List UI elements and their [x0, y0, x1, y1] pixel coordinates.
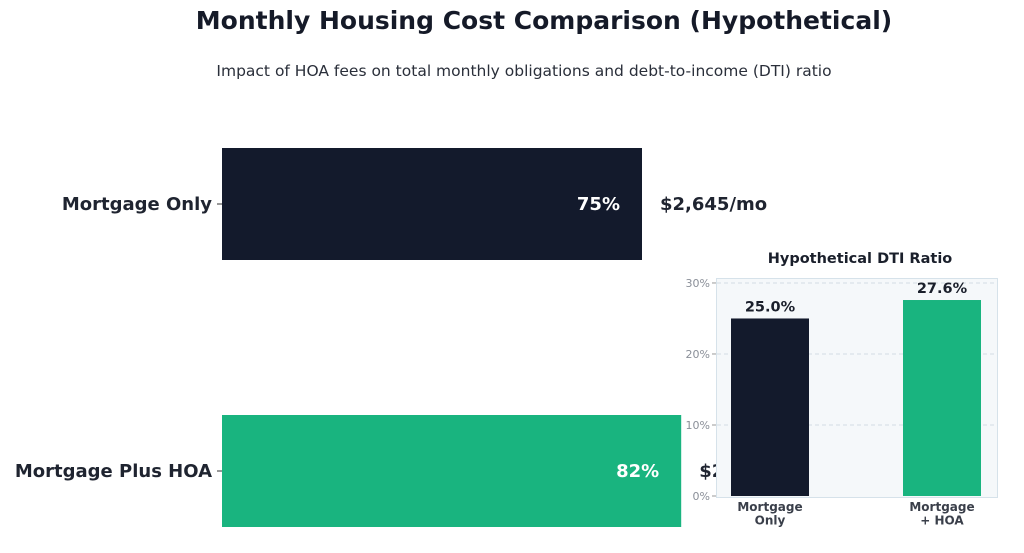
inset-bar-mortgage-only	[731, 318, 809, 496]
bar-mortgage-only	[222, 148, 642, 260]
bar-value-label-mortgage-only: 75%	[577, 194, 620, 215]
y-tick-label-mortgage-plus-hoa: Mortgage Plus HOA	[15, 461, 212, 482]
inset-y-tick-label-0: 0%	[693, 490, 710, 503]
chart-subtitle: Impact of HOA fees on total monthly obli…	[216, 62, 832, 80]
inset-y-tick-label-10: 10%	[686, 419, 710, 432]
inset-x-tick-label-mortgage-only: Mortgage Only	[737, 500, 802, 528]
dti-inset-chart: Hypothetical DTI Ratio 0% 10% 20% 30% 25.0% M…	[678, 246, 998, 546]
inset-bar-chart: 0% 10% 20% 30% 25.0% Mortgage Only 27.6% Mortgag…	[686, 277, 996, 528]
inset-x-tick-label-mortgage-hoa: Mortgage + HOA	[909, 500, 974, 528]
chart-title: Monthly Housing Cost Comparison (Hypothe…	[195, 6, 893, 35]
inset-title: Hypothetical DTI Ratio	[767, 251, 953, 267]
bar-mortgage-plus-hoa	[222, 415, 682, 527]
y-tick-label-mortgage-only: Mortgage Only	[62, 194, 212, 215]
inset-y-tick-label-20: 20%	[686, 348, 710, 361]
bar-annotation-mortgage-only: $2,645/mo	[660, 194, 767, 215]
inset-y-tick-label-30: 30%	[686, 277, 710, 290]
inset-bar-value-label-mortgage-hoa: 27.6%	[917, 281, 968, 297]
inset-bar-mortgage-hoa	[903, 300, 981, 496]
inset-bar-value-label-mortgage-only: 25.0%	[745, 299, 796, 315]
bar-value-label-mortgage-plus-hoa: 82%	[616, 461, 659, 482]
